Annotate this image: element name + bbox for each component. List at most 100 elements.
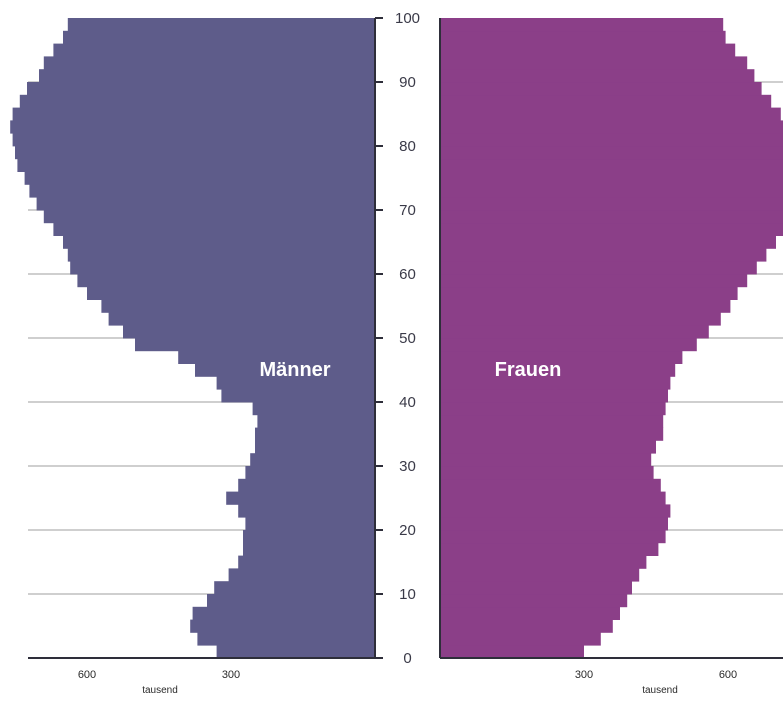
x-ticks: 600 300 300 600 bbox=[78, 669, 737, 681]
female-bar bbox=[440, 632, 601, 645]
female-bar bbox=[440, 236, 776, 249]
female-bar bbox=[440, 44, 735, 57]
female-bar bbox=[440, 517, 668, 530]
female-bar bbox=[440, 556, 646, 569]
right-unit-label: tausend bbox=[642, 685, 678, 696]
female-bar bbox=[440, 440, 656, 453]
female-bar bbox=[440, 530, 666, 543]
female-bar bbox=[440, 428, 663, 441]
male-bar bbox=[44, 56, 375, 69]
female-bar bbox=[440, 300, 730, 313]
female-bar bbox=[440, 312, 721, 325]
female-bar bbox=[440, 261, 757, 274]
male-bar bbox=[243, 530, 375, 543]
male-bar bbox=[207, 594, 375, 607]
male-bar bbox=[44, 210, 375, 223]
male-bar bbox=[63, 236, 375, 249]
male-bar bbox=[250, 453, 375, 466]
female-bar bbox=[440, 466, 654, 479]
age-tick-label: 60 bbox=[399, 266, 416, 283]
female-bar bbox=[440, 197, 783, 210]
age-tick-label: 0 bbox=[403, 650, 411, 667]
female-bar bbox=[440, 543, 658, 556]
male-bar bbox=[217, 645, 375, 658]
age-tick-label: 40 bbox=[399, 394, 416, 411]
female-bar bbox=[440, 568, 639, 581]
female-bar bbox=[440, 69, 754, 82]
age-tick-label: 30 bbox=[399, 458, 416, 475]
female-bar bbox=[440, 504, 670, 517]
female-bar bbox=[440, 581, 632, 594]
female-bar bbox=[440, 402, 666, 415]
male-bar bbox=[221, 389, 375, 402]
male-bar bbox=[68, 18, 375, 31]
age-tick-label: 90 bbox=[399, 74, 416, 91]
left-x-tick-label: 600 bbox=[78, 669, 96, 681]
female-bar bbox=[440, 453, 651, 466]
female-bar bbox=[440, 184, 783, 197]
male-bar bbox=[238, 556, 375, 569]
male-bar bbox=[193, 607, 375, 620]
female-bar bbox=[440, 120, 783, 133]
female-bar bbox=[440, 133, 783, 146]
female-bar bbox=[440, 594, 627, 607]
male-bar bbox=[20, 95, 375, 108]
male-bar bbox=[10, 120, 375, 133]
male-bar bbox=[17, 159, 375, 172]
male-bar bbox=[135, 338, 375, 351]
right-x-tick-label: 600 bbox=[719, 669, 737, 681]
female-bar bbox=[440, 146, 783, 159]
male-bar bbox=[255, 428, 375, 441]
right-x-tick-label: 300 bbox=[575, 669, 593, 681]
female-bar bbox=[440, 223, 783, 236]
male-bar bbox=[257, 415, 375, 428]
male-bar bbox=[25, 172, 375, 185]
male-bar bbox=[39, 69, 375, 82]
age-tick-label: 50 bbox=[399, 330, 416, 347]
age-tick-label: 100 bbox=[395, 10, 420, 27]
male-bar bbox=[229, 568, 375, 581]
female-bar bbox=[440, 108, 781, 121]
female-bar bbox=[440, 338, 697, 351]
age-tick-label: 70 bbox=[399, 202, 416, 219]
female-bar bbox=[440, 479, 661, 492]
female-bar bbox=[440, 31, 726, 44]
male-bar bbox=[63, 31, 375, 44]
male-bar bbox=[255, 440, 375, 453]
male-bar bbox=[70, 261, 375, 274]
female-bar bbox=[440, 287, 738, 300]
male-bar bbox=[238, 504, 375, 517]
female-bar bbox=[440, 159, 783, 172]
female-bar bbox=[440, 248, 766, 261]
male-label: Männer bbox=[259, 359, 330, 381]
female-bar bbox=[440, 18, 723, 31]
male-bar bbox=[245, 517, 375, 530]
female-bar bbox=[440, 415, 663, 428]
male-bar bbox=[214, 581, 375, 594]
female-label: Frauen bbox=[495, 359, 562, 381]
male-bar bbox=[238, 479, 375, 492]
female-bar bbox=[440, 95, 771, 108]
male-bar bbox=[68, 248, 375, 261]
male-bar bbox=[37, 197, 375, 210]
female-bar bbox=[440, 492, 666, 505]
male-bar bbox=[77, 274, 375, 287]
left-x-tick-label: 300 bbox=[222, 669, 240, 681]
male-bar bbox=[53, 223, 375, 236]
female-bar bbox=[440, 645, 584, 658]
male-bar bbox=[253, 402, 375, 415]
male-bar bbox=[226, 492, 375, 505]
female-bar bbox=[440, 325, 709, 338]
male-bar bbox=[243, 543, 375, 556]
age-tick-label: 20 bbox=[399, 522, 416, 539]
male-bar bbox=[87, 287, 375, 300]
male-bar bbox=[190, 620, 375, 633]
left-unit-label: tausend bbox=[142, 685, 178, 696]
male-bar bbox=[29, 184, 375, 197]
male-bar bbox=[13, 133, 375, 146]
age-tick-label: 80 bbox=[399, 138, 416, 155]
female-bar bbox=[440, 210, 783, 223]
male-bar bbox=[53, 44, 375, 57]
female-bar bbox=[440, 274, 747, 287]
female-bar bbox=[440, 607, 620, 620]
